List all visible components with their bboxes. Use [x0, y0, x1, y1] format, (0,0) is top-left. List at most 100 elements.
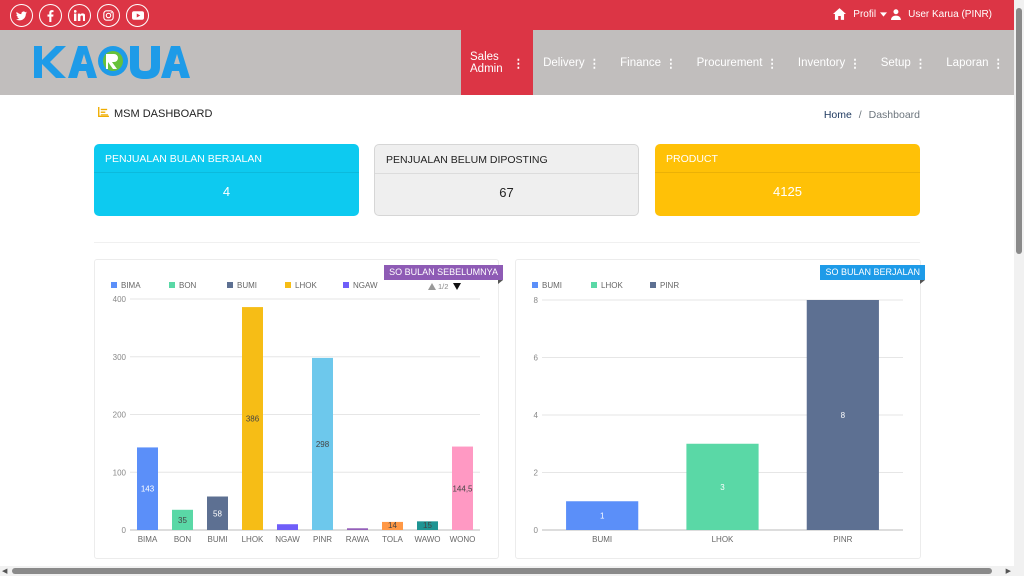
kebab-icon: ⋮: [766, 57, 778, 70]
breadcrumb-current: Dashboard: [868, 109, 920, 121]
legend-swatch: [285, 282, 291, 288]
scroll-right-icon[interactable]: ▶: [1005, 568, 1011, 575]
nav-item-inventory[interactable]: Inventory ⋮: [797, 56, 861, 70]
karua-logo[interactable]: [34, 44, 196, 85]
bar-wawo: [417, 521, 438, 530]
y-tick-label: 200: [113, 411, 127, 420]
y-tick-label: 100: [113, 468, 127, 477]
y-tick-label: 0: [122, 526, 127, 535]
nav-menu: Sales Admin ⋮ Delivery ⋮ Finance ⋮ Procurem…: [461, 30, 1014, 95]
info-box-penjualan-belum-diposting[interactable]: PENJUALAN BELUM DIPOSTING 67: [374, 144, 639, 216]
legend-label: BON: [179, 281, 197, 290]
x-tick-label: BUMI: [208, 535, 228, 544]
linkedin-icon[interactable]: [68, 4, 91, 27]
legend-label: LHOK: [295, 281, 317, 290]
kebab-icon: ⋮: [512, 57, 525, 70]
bar-value-label: 15: [423, 521, 432, 530]
legend-label: PINR: [660, 281, 679, 290]
chart-ribbon: SO BULAN BERJALAN: [820, 265, 925, 284]
y-tick-label: 2: [534, 469, 539, 478]
x-tick-label: TOLA: [382, 535, 403, 544]
info-box-penjualan-bulan-berjalan[interactable]: PENJUALAN BULAN BERJALAN 4: [94, 144, 359, 216]
bar-value-label: 143: [141, 485, 155, 494]
bar-ngaw: [277, 524, 298, 530]
social-links: [10, 4, 149, 27]
kebab-icon: ⋮: [849, 57, 861, 70]
user-name[interactable]: User Karua (PINR): [908, 8, 992, 20]
info-box-product[interactable]: PRODUCT 4125: [655, 144, 920, 216]
kebab-icon: ⋮: [665, 57, 677, 70]
bar-bon: [172, 509, 193, 530]
x-tick-label: RAWA: [346, 535, 370, 544]
chevron-down-icon[interactable]: [880, 11, 888, 17]
y-tick-label: 0: [534, 526, 539, 535]
bar-bumi: [207, 496, 228, 530]
twitter-icon[interactable]: [10, 4, 33, 27]
nav-item-setup[interactable]: Setup ⋮: [880, 56, 927, 70]
info-box-value: 4: [222, 184, 231, 199]
instagram-icon[interactable]: [97, 4, 120, 27]
scroll-left-icon[interactable]: ◀: [2, 568, 8, 575]
page-title-text: MSM DASHBOARD: [114, 107, 213, 120]
legend-page: 1/2: [438, 282, 448, 291]
bar-bumi: [566, 501, 639, 530]
legend-swatch: [343, 282, 349, 288]
bar-pinr: [806, 300, 879, 530]
youtube-icon[interactable]: [126, 4, 149, 27]
home-icon[interactable]: [833, 8, 847, 20]
top-bar: Profil User Karua (PINR): [0, 0, 1024, 30]
y-tick-label: 4: [534, 411, 539, 420]
x-tick-label: LHOK: [242, 535, 264, 544]
legend-label: NGAW: [353, 281, 378, 290]
facebook-icon[interactable]: [39, 4, 62, 27]
x-tick-label: PINR: [313, 535, 332, 544]
vertical-scrollbar-thumb[interactable]: [1016, 8, 1022, 254]
nav-item-laporan[interactable]: Laporan ⋮: [946, 56, 1005, 70]
horizontal-scrollbar[interactable]: ◀ ▶: [0, 566, 1014, 576]
nav-item-delivery[interactable]: Delivery ⋮: [543, 56, 601, 70]
bar-rawa: [347, 528, 368, 530]
bar-chart-so-bulan-sebelumnya: BIMA BON BUMI LHOK NGAW 1/2 0 100 200 300 400 143 BI…: [111, 281, 480, 544]
breadcrumb-home[interactable]: Home: [823, 109, 852, 121]
chart-ribbon: SO BULAN SEBELUMNYA: [384, 265, 503, 284]
nav-item-sales-admin[interactable]: Sales Admin ⋮: [461, 30, 534, 95]
legend-swatch: [227, 282, 233, 288]
x-tick-label: BUMI: [592, 535, 612, 544]
main-navbar: Sales Admin ⋮ Delivery ⋮ Finance ⋮ Procurem…: [0, 30, 1014, 95]
bar-value-label: 386: [246, 415, 260, 424]
vertical-scrollbar[interactable]: [1014, 0, 1024, 576]
page-title: MSM DASHBOARD: [98, 107, 212, 120]
info-box-title: PRODUCT: [655, 144, 920, 173]
chart-card-so-bulan-sebelumnya: BIMA BON BUMI LHOK NGAW 1/2 0 100 200 300 400 143 BI…: [94, 259, 503, 559]
bar-value-label: 58: [213, 509, 222, 518]
chart-icon: [98, 107, 109, 120]
legend-label: BUMI: [542, 281, 562, 290]
legend-label: LHOK: [601, 281, 623, 290]
legend-next-icon: [453, 283, 461, 290]
bar-bima: [137, 447, 158, 530]
bar-tola: [382, 521, 403, 530]
x-tick-label: LHOK: [712, 535, 734, 544]
x-tick-label: PINR: [833, 535, 852, 544]
horizontal-scrollbar-thumb[interactable]: [12, 568, 992, 574]
nav-item-finance[interactable]: Finance ⋮: [620, 56, 677, 70]
legend-swatch: [169, 282, 175, 288]
bar-value-label: 298: [316, 440, 330, 449]
profile-link[interactable]: Profil: [853, 8, 877, 20]
bar-value-label: 35: [178, 516, 187, 525]
breadcrumb-separator: /: [858, 109, 862, 121]
x-tick-label: WAWO: [414, 535, 440, 544]
x-tick-label: NGAW: [275, 535, 300, 544]
bar-value-label: 14: [388, 521, 397, 530]
nav-item-procurement[interactable]: Procurement ⋮: [696, 56, 778, 70]
y-tick-label: 300: [113, 353, 127, 362]
bar-lhok: [242, 307, 263, 530]
x-tick-label: WONO: [450, 535, 476, 544]
x-tick-label: BON: [174, 535, 192, 544]
kebab-icon: ⋮: [588, 57, 601, 70]
y-tick-label: 8: [534, 296, 539, 305]
legend-prev-icon: [428, 283, 436, 290]
kebab-icon: ⋮: [992, 57, 1005, 70]
user-icon[interactable]: [891, 8, 902, 20]
legend-swatch: [591, 282, 597, 288]
